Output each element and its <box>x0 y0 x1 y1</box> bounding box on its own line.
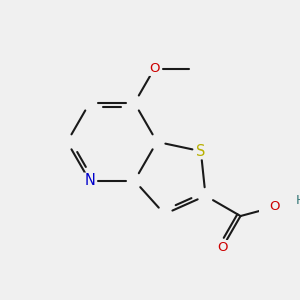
Text: S: S <box>196 144 206 159</box>
Text: O: O <box>149 62 160 75</box>
Text: O: O <box>217 241 228 254</box>
Text: O: O <box>269 200 280 214</box>
Text: N: N <box>84 173 95 188</box>
Text: H: H <box>295 194 300 206</box>
